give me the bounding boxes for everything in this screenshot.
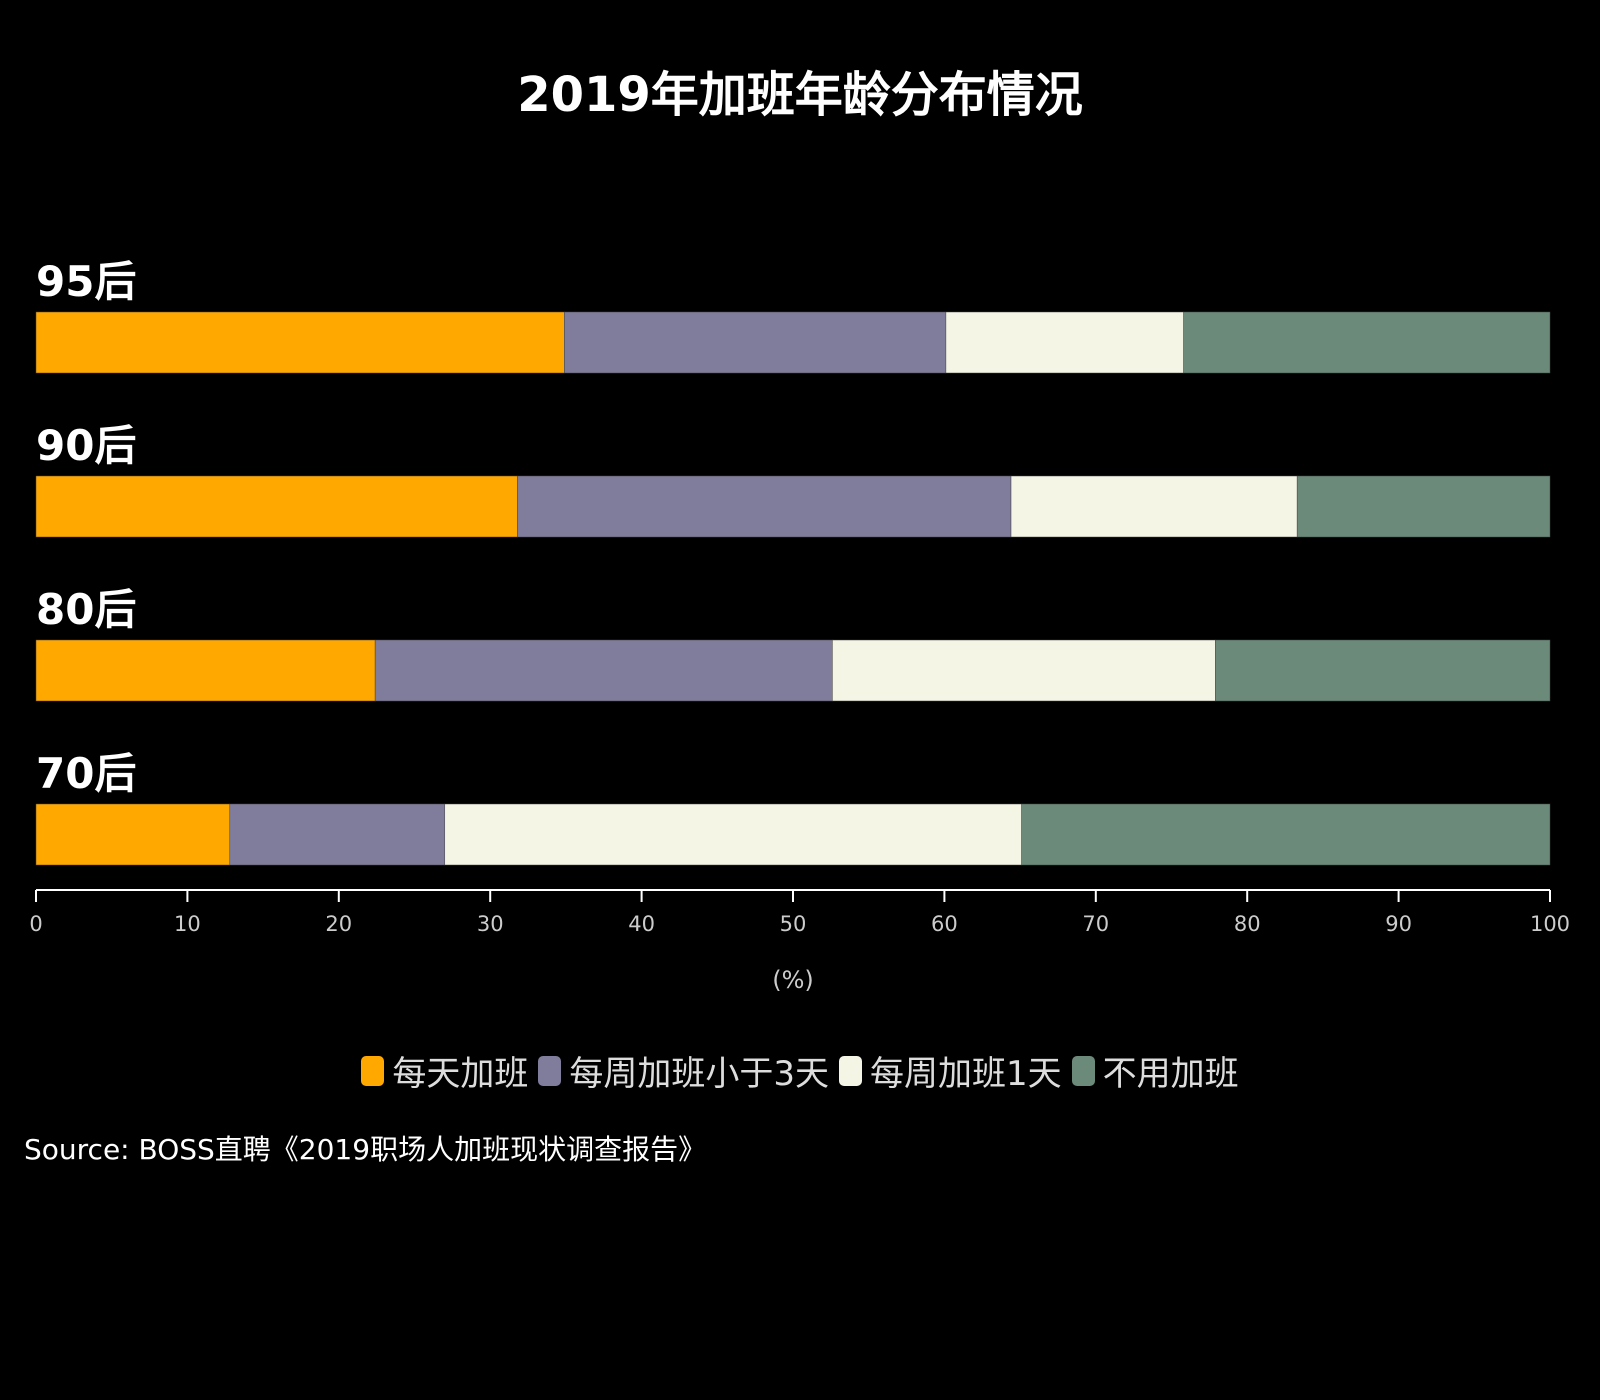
x-tick-label: 100 <box>1530 912 1570 936</box>
x-axis-label: (%) <box>772 966 814 994</box>
bar-segment <box>1215 639 1551 702</box>
legend-item: 每周加班小于3天 <box>538 1046 829 1095</box>
legend-swatch <box>361 1055 385 1086</box>
legend-item: 每天加班 <box>361 1046 528 1095</box>
x-tick-label: 60 <box>931 912 958 936</box>
x-tick-label: 70 <box>1082 912 1109 936</box>
legend-swatch <box>538 1055 562 1086</box>
bar-segment <box>374 639 833 702</box>
bar-segment <box>517 475 1012 538</box>
x-tick-label: 20 <box>325 912 352 936</box>
category-label: 80后 <box>36 585 136 634</box>
bar-segment <box>1296 475 1551 538</box>
x-tick-label: 80 <box>1234 912 1261 936</box>
bar-segment <box>229 803 446 866</box>
stacked-bar-chart: 95后 90后 80后 70后 0 10 20 30 40 50 60 70 80 90 100 (%) <box>29 257 1570 994</box>
bar-segment <box>945 311 1184 374</box>
category-labels: 95后 90后 80后 70后 <box>36 257 136 798</box>
x-tick-label: 30 <box>477 912 504 936</box>
x-tick-label: 90 <box>1385 912 1412 936</box>
bar-segment <box>35 639 376 702</box>
legend-swatch <box>1071 1055 1095 1086</box>
bar-segment <box>35 311 565 374</box>
legend-label: 不用加班 <box>1102 1054 1239 1094</box>
bar-segment <box>832 639 1216 702</box>
x-tick-label: 40 <box>628 912 655 936</box>
legend-item: 每周加班1天 <box>839 1046 1062 1095</box>
legend-swatch <box>839 1055 862 1086</box>
bar-segment <box>1183 311 1551 374</box>
chart-title: 2019年加班年龄分布情况 <box>517 67 1083 123</box>
source-note: Source: BOSS直聘《2019职场人加班现状调查报告》 <box>24 1133 707 1166</box>
legend: 每天加班 每周加班小于3天 每周加班1天 不用加班 <box>0 1046 1600 1095</box>
x-tick-label: 10 <box>174 912 201 936</box>
bar-segment <box>1010 475 1298 538</box>
bar-segment <box>444 803 1022 866</box>
bar-segment <box>564 311 947 374</box>
x-tick-label: 50 <box>780 912 807 936</box>
bar-segment <box>1021 803 1551 866</box>
legend-label: 每天加班 <box>392 1054 529 1094</box>
legend-label: 每周加班小于3天 <box>569 1054 829 1094</box>
legend-label: 每周加班1天 <box>870 1054 1062 1094</box>
bars-layer <box>35 311 1551 866</box>
x-tick-label: 0 <box>29 912 42 936</box>
legend-item: 不用加班 <box>1071 1046 1239 1095</box>
bar-segment <box>35 803 231 866</box>
category-label: 90后 <box>36 421 136 470</box>
bar-segment <box>35 475 518 538</box>
category-label: 95后 <box>36 257 136 306</box>
category-label: 70后 <box>36 749 136 798</box>
x-axis: 0 10 20 30 40 50 60 70 80 90 100 (%) <box>29 889 1570 994</box>
